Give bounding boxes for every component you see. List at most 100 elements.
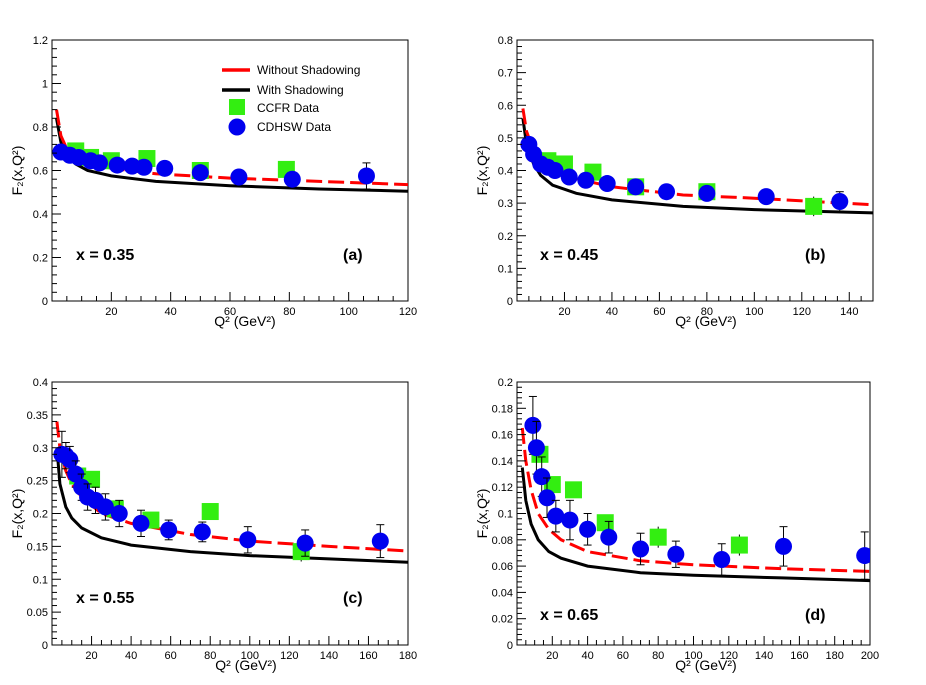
panel-a-ytick-label: 0: [42, 296, 48, 308]
panel-b-cdhsw-point: [577, 171, 595, 189]
panel-c-xtick-label: 40: [125, 650, 137, 662]
panel-a-tag: (a): [343, 247, 363, 264]
panel-a-cdhsw-point: [230, 168, 248, 186]
panel-c-ytick-label: 0.3: [33, 443, 48, 455]
panel-b-cdhsw-point: [757, 188, 775, 206]
panel-d-ytick-label: 0.12: [492, 482, 513, 494]
panel-c: 0 0.05 0.1 0.15 0.2 0.25 0.3 0.35 0.4 20 40 60 80 100…: [9, 377, 417, 673]
legend-cdhsw-label: CDHSW Data: [257, 120, 331, 134]
panel-d-cdhsw-point: [547, 507, 565, 525]
panel-d-xtick-label: 20: [546, 650, 558, 662]
legend-without-label: Without Shadowing: [257, 63, 360, 77]
panel-d-plot-area: [520, 395, 870, 583]
panel-d-ytick-label: 0.06: [492, 561, 513, 573]
panel-c-cdhsw-point: [371, 532, 389, 550]
panel-d-xtick-label: 100: [684, 650, 702, 662]
panel-b-plot-area: [520, 108, 873, 217]
panel-c-xtick-label: 120: [280, 650, 298, 662]
panel-a-xlabel: Q² (GeV²): [214, 313, 275, 329]
panel-a-cdhsw-point: [156, 159, 174, 177]
panel-c-xtick-label: 80: [204, 650, 216, 662]
panel-d-cdhsw-point: [579, 520, 597, 538]
panel-b-xtick-label: 60: [653, 306, 665, 318]
panel-b: 0 0.1 0.2 0.3 0.4 0.5 0.6 0.7 0.8 20 40 60 80 100 120 1…: [474, 35, 874, 329]
panel-b-ytick-label: 0.8: [498, 35, 513, 47]
panel-c-xtick-label: 180: [399, 650, 417, 662]
panel-c-xtick-label: 60: [165, 650, 177, 662]
panel-b-xtick-label: 80: [701, 306, 713, 318]
panel-b-cdhsw-point: [560, 168, 578, 186]
panel-d-ccfr-point: [564, 481, 582, 499]
panel-d-without-shadowing-curve: [520, 427, 870, 573]
panel-c-ytick-label: 0.4: [33, 377, 48, 389]
panel-a-ytick-label: 0.2: [33, 253, 48, 265]
panel-d-cdhsw-point: [713, 551, 731, 569]
panel-d-xtick-label: 180: [826, 650, 844, 662]
panel-b-ytick-label: 0.6: [498, 100, 513, 112]
panel-b-axes: 0 0.1 0.2 0.3 0.4 0.5 0.6 0.7 0.8 20 40 60 80 100 120 1…: [498, 35, 874, 318]
panel-d-xtick-label: 40: [581, 650, 593, 662]
panel-d-cdhsw-point: [600, 528, 618, 546]
panel-b-ytick-label: 0.4: [498, 166, 513, 178]
panel-c-xtick-label: 20: [85, 650, 97, 662]
panel-b-ytick-label: 0.3: [498, 198, 513, 210]
panel-a-xtick-label: 20: [105, 306, 117, 318]
panel-c-ytick-label: 0: [42, 640, 48, 652]
panel-a-cdhsw-point: [357, 167, 375, 185]
panel-a-cdhsw-point: [108, 156, 126, 174]
panel-d-xtick-label: 200: [861, 650, 879, 662]
panel-c-ccfr-point: [201, 503, 219, 521]
panel-d-cdhsw-point: [667, 545, 685, 563]
panel-d-ytick-label: 0.16: [492, 430, 513, 442]
panel-c-xlabel: Q² (GeV²): [215, 657, 276, 673]
legend-with-label: With Shadowing: [257, 83, 344, 97]
panel-c-with-shadowing-curve: [55, 447, 408, 564]
panel-a-cdhsw-point: [135, 158, 153, 176]
panel-d-xtick-label: 80: [652, 650, 664, 662]
panel-b-x-value: x = 0.45: [540, 247, 598, 264]
panel-d-ytick-label: 0.04: [492, 587, 513, 599]
panel-c-xtick-label: 160: [359, 650, 377, 662]
panel-d-x-value: x = 0.65: [540, 607, 598, 624]
panel-c-without-shadowing-curve: [55, 421, 408, 553]
legend: Without Shadowing With Shadowing CCFR Da…: [222, 63, 360, 136]
panel-b-without-shadowing-curve: [521, 108, 873, 207]
panel-c-ytick-label: 0.25: [27, 476, 48, 488]
panel-d-cdhsw-point: [561, 511, 579, 529]
panel-c-cdhsw-point: [193, 523, 211, 541]
panel-c-ytick-label: 0.15: [27, 541, 48, 553]
panel-d-cdhsw-point: [632, 540, 650, 558]
panel-b-xtick-label: 20: [558, 306, 570, 318]
panel-c-plot-area: [53, 421, 408, 564]
panel-b-ytick-label: 0.1: [498, 263, 513, 275]
panel-d-ccfr-point: [730, 536, 748, 554]
panel-d-xtick-label: 140: [755, 650, 773, 662]
panel-c-cdhsw-point: [239, 531, 257, 549]
panel-d-ylabel: F₂(x,Q²): [474, 489, 490, 539]
panel-c-xtick-label: 140: [320, 650, 338, 662]
panel-a: 0 0.2 0.4 0.6 0.8 1 1.2 20 40 60 80 100 120 F₂(x,Q²)…: [9, 35, 417, 329]
panel-d-cdhsw-point: [527, 439, 545, 457]
panel-d-tag: (d): [805, 607, 825, 624]
panel-d-cdhsw-point: [775, 537, 793, 555]
panel-c-ytick-label: 0.1: [33, 574, 48, 586]
panel-b-cdhsw-point: [658, 183, 676, 201]
panel-a-xtick-label: 40: [165, 306, 177, 318]
panel-c-ylabel: F₂(x,Q²): [9, 489, 25, 539]
panel-a-xtick-label: 120: [399, 306, 417, 318]
panel-d-ytick-label: 0.18: [492, 403, 513, 415]
panel-b-xtick-label: 140: [840, 306, 858, 318]
panel-c-ytick-label: 0.35: [27, 410, 48, 422]
panel-d-xlabel: Q² (GeV²): [675, 657, 736, 673]
panel-b-ylabel: F₂(x,Q²): [474, 146, 490, 196]
panel-c-cdhsw-point: [96, 498, 114, 516]
panel-b-ytick-label: 0.7: [498, 68, 513, 80]
panel-a-x-value: x = 0.35: [76, 247, 134, 264]
panel-a-ytick-label: 1: [42, 79, 48, 91]
panel-d-ytick-label: 0.1: [498, 509, 513, 521]
panel-d-xtick-label: 160: [790, 650, 808, 662]
panel-c-cdhsw-point: [67, 465, 85, 483]
panel-a-xtick-label: 60: [224, 306, 236, 318]
panel-d-cdhsw-point: [856, 547, 870, 565]
